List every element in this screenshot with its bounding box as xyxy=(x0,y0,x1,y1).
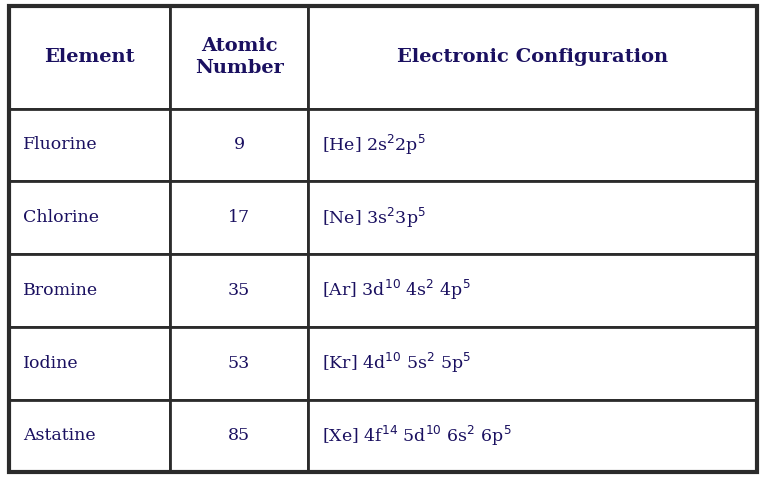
Text: 9: 9 xyxy=(234,136,244,153)
Text: Electronic Configuration: Electronic Configuration xyxy=(397,48,668,66)
Bar xyxy=(170,181,308,254)
Bar xyxy=(9,400,170,472)
Bar xyxy=(170,109,308,181)
Text: [Kr] 4d$^{10}$ 5s$^2$ 5p$^5$: [Kr] 4d$^{10}$ 5s$^2$ 5p$^5$ xyxy=(322,351,471,375)
Bar xyxy=(9,6,170,109)
Bar xyxy=(308,327,757,400)
Bar xyxy=(308,6,757,109)
Text: Astatine: Astatine xyxy=(23,427,96,445)
Bar xyxy=(170,400,308,472)
Text: 53: 53 xyxy=(228,355,250,372)
Text: Atomic
Number: Atomic Number xyxy=(195,37,283,77)
Bar xyxy=(9,254,170,327)
Bar xyxy=(9,109,170,181)
Text: [Ar] 3d$^{10}$ 4s$^2$ 4p$^5$: [Ar] 3d$^{10}$ 4s$^2$ 4p$^5$ xyxy=(322,278,470,303)
Bar xyxy=(170,6,308,109)
Bar xyxy=(308,181,757,254)
Text: [Ne] 3s$^2$3p$^5$: [Ne] 3s$^2$3p$^5$ xyxy=(322,206,426,230)
Text: 35: 35 xyxy=(228,282,250,299)
Text: 17: 17 xyxy=(228,209,250,226)
Bar xyxy=(9,181,170,254)
Text: Chlorine: Chlorine xyxy=(23,209,99,226)
Text: Bromine: Bromine xyxy=(23,282,98,299)
Text: Element: Element xyxy=(44,48,135,66)
Text: [He] 2s$^2$2p$^5$: [He] 2s$^2$2p$^5$ xyxy=(322,133,426,157)
Text: Iodine: Iodine xyxy=(23,355,79,372)
Bar xyxy=(308,400,757,472)
Bar xyxy=(9,327,170,400)
Text: [Xe] 4f$^{14}$ 5d$^{10}$ 6s$^2$ 6p$^5$: [Xe] 4f$^{14}$ 5d$^{10}$ 6s$^2$ 6p$^5$ xyxy=(322,424,512,448)
Bar xyxy=(308,254,757,327)
Bar xyxy=(170,327,308,400)
Bar xyxy=(170,254,308,327)
Text: Fluorine: Fluorine xyxy=(23,136,97,153)
Bar xyxy=(308,109,757,181)
Text: 85: 85 xyxy=(228,427,250,445)
